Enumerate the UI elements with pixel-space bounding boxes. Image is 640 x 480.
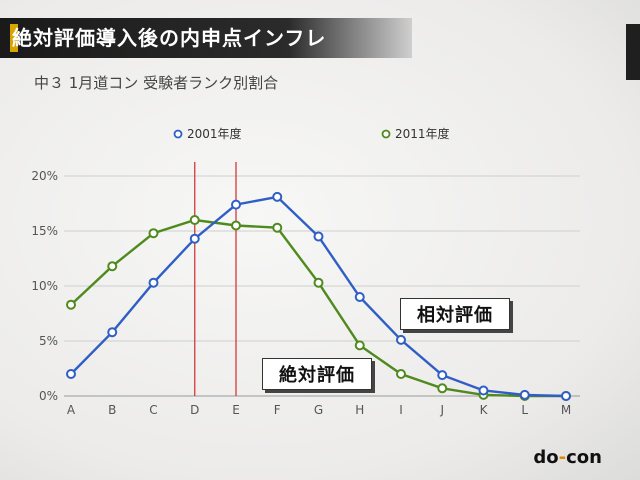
- data-point: [189, 215, 200, 225]
- x-tick-label: D: [190, 403, 199, 417]
- x-tick-label: J: [439, 403, 444, 417]
- data-point: [478, 385, 489, 396]
- legend-marker: [381, 129, 391, 139]
- data-point: [66, 299, 76, 310]
- data-point: [107, 261, 118, 272]
- data-point: [354, 292, 365, 302]
- y-tick-label: 10%: [31, 279, 58, 293]
- data-point: [396, 369, 406, 379]
- data-point: [437, 370, 448, 381]
- data-point: [396, 334, 406, 345]
- data-point: [437, 383, 448, 394]
- x-tick-label: B: [108, 403, 116, 417]
- data-point: [231, 199, 241, 210]
- title-accent-bar: [10, 24, 18, 52]
- corner-shadow: [626, 24, 640, 80]
- page-title: 絶対評価導入後の内申点インフレ: [12, 26, 327, 50]
- data-point: [313, 231, 324, 242]
- label-relative-evaluation: 相対評価: [400, 298, 510, 330]
- chart-subtitle: 中３ 1月道コン 受験者ランク別割合: [34, 74, 279, 92]
- data-point: [561, 391, 571, 401]
- legend-label: 2011年度: [395, 126, 450, 141]
- x-tick-label: K: [480, 403, 489, 417]
- y-tick-label: 20%: [31, 169, 58, 183]
- logo-suffix: con: [566, 447, 602, 468]
- x-tick-label: A: [67, 403, 76, 417]
- x-tick-label: M: [561, 403, 571, 417]
- x-tick-label: I: [399, 403, 403, 417]
- x-tick-label: H: [355, 403, 364, 417]
- y-tick-label: 0%: [39, 389, 58, 403]
- data-point: [148, 277, 159, 288]
- data-point: [189, 233, 200, 244]
- data-point: [148, 228, 159, 239]
- title-banner: [0, 18, 412, 58]
- legend-label: 2001年度: [187, 126, 242, 141]
- x-tick-label: G: [314, 403, 323, 417]
- data-point: [272, 222, 283, 233]
- data-point: [107, 327, 118, 338]
- legend-marker: [173, 129, 183, 139]
- label-absolute-evaluation: 絶対評価: [262, 358, 372, 390]
- data-point: [66, 369, 76, 379]
- docon-logo: do-con: [533, 447, 602, 468]
- logo-separator: -: [558, 447, 567, 468]
- data-point: [354, 340, 365, 351]
- data-point: [313, 277, 324, 288]
- data-point: [272, 191, 283, 202]
- x-tick-label: L: [521, 403, 528, 417]
- x-tick-label: F: [274, 403, 281, 417]
- x-tick-label: E: [232, 403, 240, 417]
- y-tick-label: 5%: [39, 334, 58, 348]
- data-point: [231, 220, 241, 231]
- data-point: [519, 389, 530, 400]
- logo-prefix: do: [533, 447, 559, 468]
- x-tick-label: C: [149, 403, 157, 417]
- y-tick-label: 15%: [31, 224, 58, 238]
